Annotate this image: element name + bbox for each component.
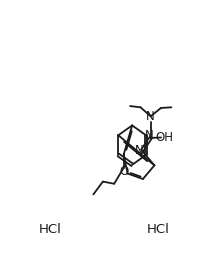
Text: HCl: HCl — [147, 223, 170, 236]
Text: N: N — [135, 144, 144, 157]
Text: O: O — [119, 165, 128, 178]
Text: HCl: HCl — [39, 223, 62, 236]
Text: N: N — [145, 128, 153, 142]
Text: N: N — [146, 110, 155, 123]
Text: OH: OH — [155, 131, 174, 144]
